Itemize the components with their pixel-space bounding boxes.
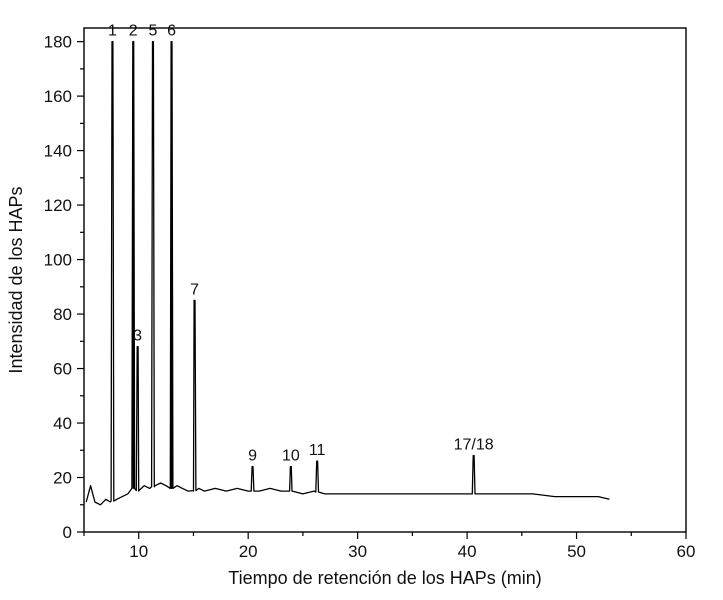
x-tick-label: 50 <box>567 542 586 561</box>
y-tick-label: 0 <box>63 523 72 542</box>
peak-label: 6 <box>167 23 176 40</box>
y-tick-label: 120 <box>44 196 72 215</box>
y-tick-label: 80 <box>53 305 72 324</box>
peak-label: 7 <box>190 281 199 298</box>
chromatogram-trace <box>85 40 610 506</box>
x-tick-label: 30 <box>348 542 367 561</box>
x-tick-label: 60 <box>677 542 696 561</box>
peak-labels: 1 2 3 5 6 7 9 10 11 17/18 <box>108 23 494 465</box>
y-axis-title: Intensidad de los HAPs <box>6 186 26 373</box>
peak-label: 5 <box>149 23 158 40</box>
x-tick-label: 20 <box>239 542 258 561</box>
plot-frame <box>83 27 687 533</box>
y-tick-label: 180 <box>44 33 72 52</box>
y-tick-label: 20 <box>53 469 72 488</box>
peak-label: 2 <box>129 23 138 40</box>
x-axis-title: Tiempo de retención de los HAPs (min) <box>228 568 541 588</box>
peak-label: 9 <box>248 448 257 465</box>
trace-layer <box>85 40 610 506</box>
peak-label: 17/18 <box>454 437 494 454</box>
peak-label: 10 <box>282 448 300 465</box>
peak-label: 3 <box>133 328 142 345</box>
peak-label: 11 <box>309 442 326 459</box>
x-tick-label: 10 <box>129 542 148 561</box>
y-tick-label: 60 <box>53 360 72 379</box>
y-tick-label: 100 <box>44 251 72 270</box>
y-tick-label: 160 <box>44 87 72 106</box>
axis-ticks: 10 20 30 40 50 60 0 20 40 60 80 100 120 140 160 180 <box>44 33 696 561</box>
y-tick-label: 140 <box>44 142 72 161</box>
peak-label: 1 <box>108 23 117 40</box>
x-tick-label: 40 <box>458 542 477 561</box>
y-tick-label: 40 <box>53 414 72 433</box>
